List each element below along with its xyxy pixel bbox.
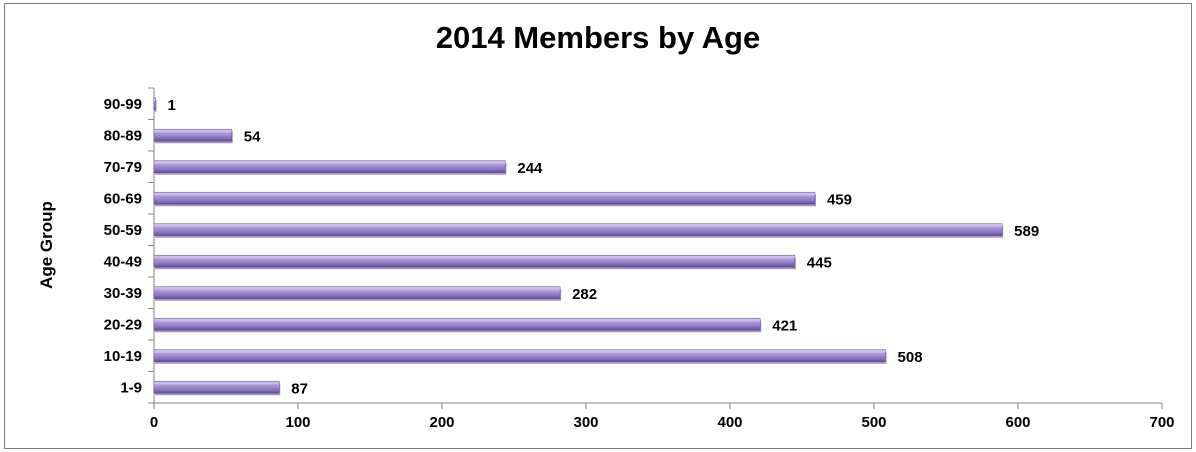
y-category-label: 1-9 xyxy=(120,379,142,396)
bar-highlight xyxy=(154,161,506,164)
x-tick-label: 700 xyxy=(1149,414,1174,431)
bar-highlight xyxy=(154,382,280,385)
x-tick-label: 600 xyxy=(1005,414,1030,431)
bar xyxy=(153,97,156,111)
data-label: 87 xyxy=(291,380,308,397)
y-category-label: 80-89 xyxy=(104,127,142,144)
data-label: 54 xyxy=(244,128,261,145)
bar-highlight xyxy=(154,193,815,196)
y-category-label: 20-29 xyxy=(104,316,142,333)
y-category-label: 40-49 xyxy=(104,253,142,270)
x-tick-label: 100 xyxy=(285,414,310,431)
bar-highlight xyxy=(154,130,232,133)
y-category-label: 50-59 xyxy=(104,222,142,239)
bar-highlight xyxy=(154,256,795,259)
bar-highlight xyxy=(154,287,561,290)
bars xyxy=(153,97,1004,396)
axes xyxy=(148,87,1163,409)
bar-highlight xyxy=(154,319,761,322)
bar-highlight xyxy=(154,350,886,353)
data-label: 1 xyxy=(168,97,176,114)
data-label: 244 xyxy=(517,160,543,177)
labels: 0 100 200 300 400 500 600 700 1-9 87 10-19 508 20-29… xyxy=(104,96,1175,431)
y-category-label: 60-69 xyxy=(104,190,142,207)
x-tick-label: 300 xyxy=(573,414,598,431)
x-tick-label: 200 xyxy=(429,414,454,431)
data-label: 282 xyxy=(572,286,597,303)
x-tick-label: 500 xyxy=(861,414,886,431)
data-label: 589 xyxy=(1014,223,1039,240)
y-category-label: 10-19 xyxy=(104,348,142,365)
y-category-label: 70-79 xyxy=(104,159,142,176)
data-label: 445 xyxy=(807,254,832,271)
bar-highlight xyxy=(154,98,156,101)
x-tick-label: 0 xyxy=(150,414,158,431)
y-category-label: 30-39 xyxy=(104,285,142,302)
x-tick-label: 400 xyxy=(717,414,742,431)
y-category-label: 90-99 xyxy=(104,96,142,113)
bar-highlight xyxy=(154,224,1003,227)
data-label: 508 xyxy=(898,349,923,366)
data-label: 459 xyxy=(827,191,852,208)
chart-title: 2014 Members by Age xyxy=(435,20,761,55)
data-label: 421 xyxy=(772,317,797,334)
